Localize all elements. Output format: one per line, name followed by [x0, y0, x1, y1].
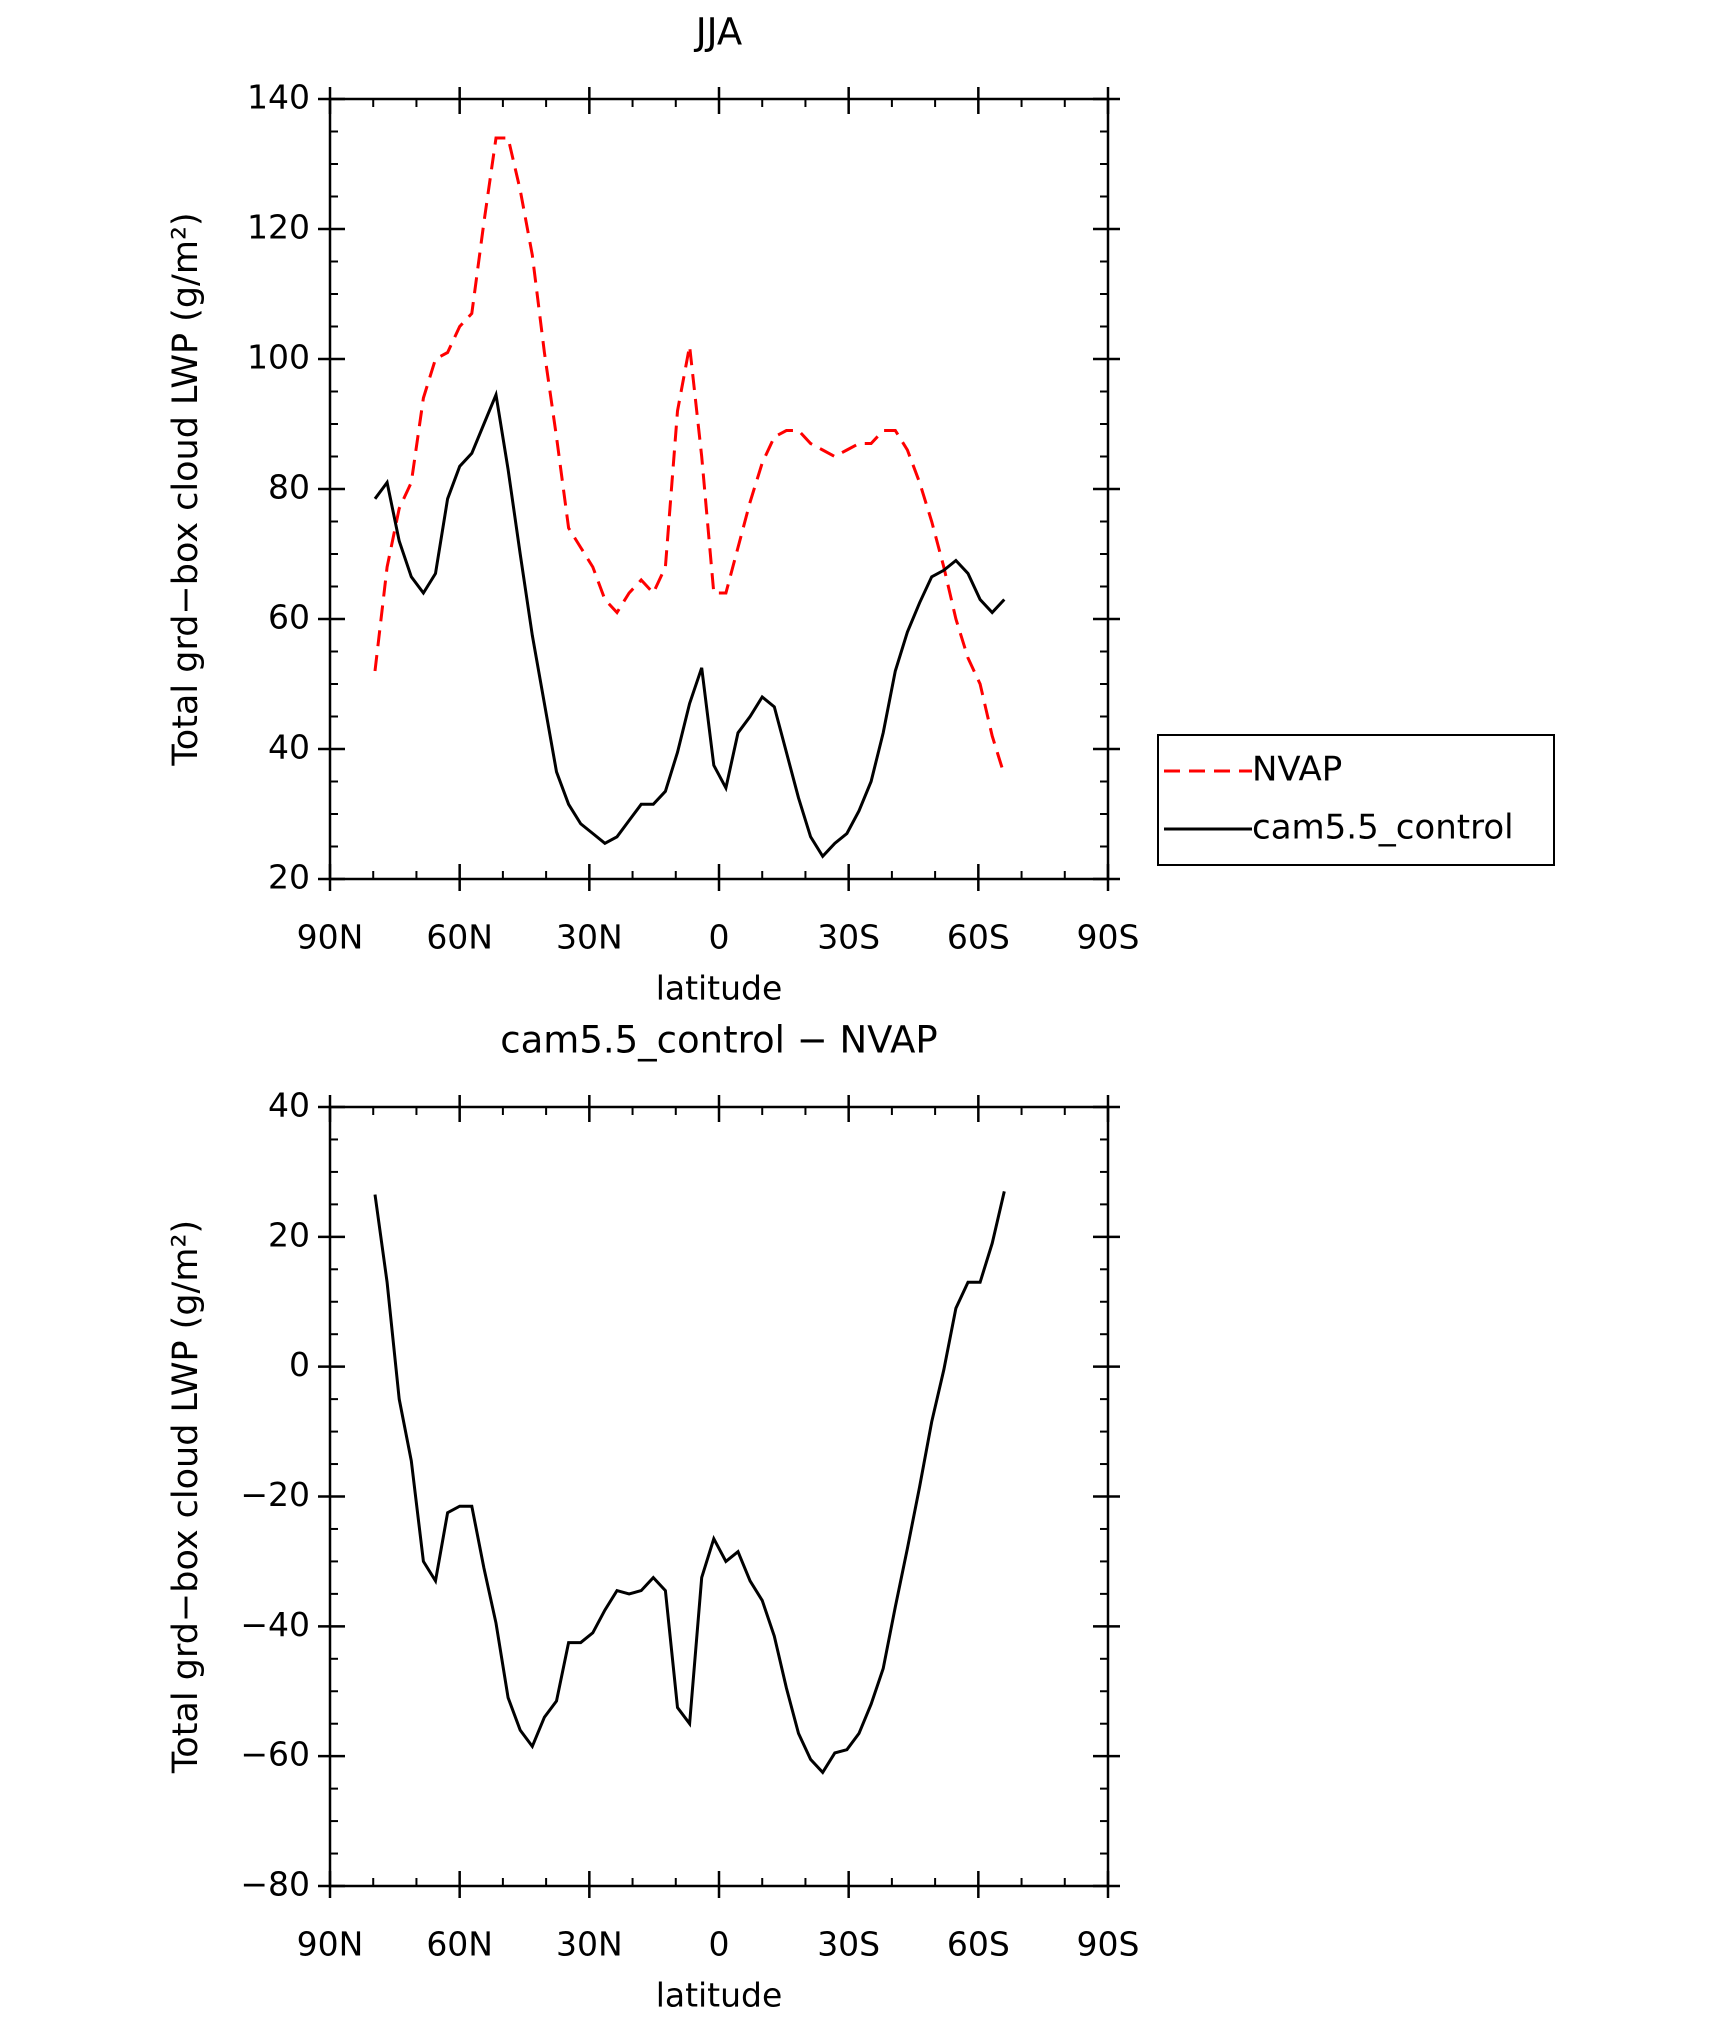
legend-label: cam5.5_control — [1252, 808, 1514, 848]
chart-title: JJA — [694, 11, 743, 54]
y-tick-label: 40 — [268, 728, 310, 767]
y-tick-label: −60 — [240, 1735, 310, 1774]
x-tick-label: 0 — [709, 918, 730, 957]
x-tick-label: 60N — [426, 1925, 493, 1964]
legend-box — [1157, 734, 1555, 866]
x-tick-label: 90S — [1077, 1925, 1140, 1964]
y-tick-label: −40 — [240, 1605, 310, 1644]
x-tick-label: 60S — [947, 1925, 1010, 1964]
data-line — [373, 136, 1006, 776]
y-axis-label: Total grd−box cloud LWP (g/m²) — [166, 212, 206, 766]
chart-title: cam5.5_control − NVAP — [500, 1019, 937, 1062]
y-tick-label: −80 — [240, 1865, 310, 1904]
plot-frame — [328, 1105, 1110, 1888]
x-tick-label: 30N — [556, 1925, 623, 1964]
y-tick-label: −20 — [240, 1475, 310, 1514]
x-tick-label: 30S — [817, 1925, 880, 1964]
plot-frame — [328, 97, 1110, 881]
y-axis-label: Total grd−box cloud LWP (g/m²) — [166, 1220, 206, 1774]
y-tick-label: 100 — [247, 338, 310, 377]
data-line — [373, 389, 1006, 859]
x-tick-label: 60S — [947, 918, 1010, 957]
y-tick-label: 80 — [268, 468, 310, 507]
y-tick-label: 20 — [268, 858, 310, 897]
x-tick-label: 90N — [297, 1925, 364, 1964]
y-tick-label: 0 — [289, 1345, 310, 1384]
x-tick-label: 30N — [556, 918, 623, 957]
data-line — [373, 1191, 1006, 1775]
x-axis-label: latitude — [656, 1976, 783, 2015]
x-tick-label: 90N — [297, 918, 364, 957]
x-tick-label: 90S — [1077, 918, 1140, 957]
x-tick-label: 60N — [426, 918, 493, 957]
x-tick-label: 30S — [817, 918, 880, 957]
y-tick-label: 40 — [268, 1086, 310, 1125]
y-tick-label: 60 — [268, 598, 310, 637]
y-tick-label: 120 — [247, 208, 310, 247]
y-tick-label: 20 — [268, 1215, 310, 1254]
y-tick-label: 140 — [247, 78, 310, 117]
x-axis-label: latitude — [656, 969, 783, 1008]
legend-label: NVAP — [1252, 750, 1342, 790]
x-tick-label: 0 — [709, 1925, 730, 1964]
